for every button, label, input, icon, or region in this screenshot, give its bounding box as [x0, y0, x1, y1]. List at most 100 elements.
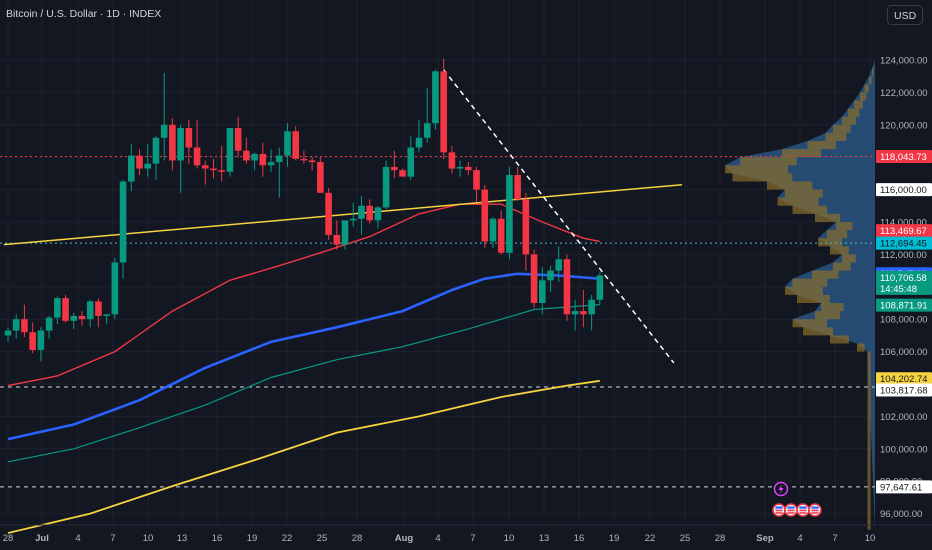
flag-event-icon[interactable] — [784, 503, 798, 517]
time-tick-label: 13 — [539, 533, 550, 544]
candle[interactable] — [300, 150, 308, 164]
candle[interactable] — [267, 149, 275, 172]
candle[interactable] — [440, 58, 447, 159]
candle[interactable] — [201, 160, 209, 185]
lightning-event-icon[interactable] — [773, 481, 789, 497]
candle[interactable] — [456, 160, 464, 177]
candle[interactable] — [391, 150, 398, 179]
volume-profile-bin — [833, 262, 851, 271]
candle-body — [193, 147, 201, 166]
candle-body — [226, 128, 234, 172]
candle[interactable] — [185, 119, 193, 164]
candle[interactable] — [325, 187, 332, 240]
candle[interactable] — [530, 249, 538, 308]
candle[interactable] — [70, 312, 78, 329]
candle[interactable] — [78, 311, 86, 326]
time-tick-label: 16 — [574, 533, 585, 544]
time-tick-label: Aug — [395, 533, 414, 544]
candle[interactable] — [571, 299, 579, 331]
candle[interactable] — [366, 199, 373, 224]
candle[interactable] — [555, 246, 563, 282]
candle[interactable] — [136, 149, 143, 176]
candle[interactable] — [95, 298, 102, 328]
candle[interactable] — [415, 119, 423, 153]
flag-icon-blue — [799, 506, 807, 509]
candle[interactable] — [226, 128, 234, 177]
time-axis[interactable]: 28 Jul 4 7 10 13 16 19 22 25 28 Aug 4 7 10 13 16 19 22 25 28… — [0, 524, 932, 544]
white-dashed-trendline[interactable] — [443, 69, 675, 364]
candle[interactable] — [119, 179, 127, 279]
candle[interactable] — [275, 147, 283, 198]
flag-event-icon[interactable] — [772, 503, 786, 517]
candle[interactable] — [29, 322, 36, 354]
flag-icon-red — [787, 509, 795, 512]
candle[interactable] — [62, 294, 69, 323]
flag-event-icon[interactable] — [808, 503, 822, 517]
candle[interactable] — [399, 168, 406, 177]
candle[interactable] — [596, 272, 604, 305]
candles[interactable] — [4, 58, 604, 362]
candle[interactable] — [489, 217, 497, 248]
candle[interactable] — [251, 152, 258, 171]
candle[interactable] — [481, 184, 489, 248]
candle[interactable] — [539, 267, 546, 315]
candle[interactable] — [374, 205, 382, 229]
candle[interactable] — [21, 304, 28, 338]
yellow-trendline[interactable] — [3, 183, 683, 246]
candle[interactable] — [160, 72, 168, 161]
volume-profile-bin — [872, 68, 874, 77]
event-icons[interactable] — [772, 481, 822, 517]
candle[interactable] — [111, 257, 119, 320]
trendlines[interactable] — [3, 69, 683, 364]
candle[interactable] — [86, 299, 94, 328]
candle[interactable] — [12, 314, 20, 339]
candle[interactable] — [514, 166, 521, 201]
candle[interactable] — [580, 290, 587, 328]
candle[interactable] — [588, 294, 595, 331]
currency-button[interactable]: USD — [887, 5, 923, 25]
candle[interactable] — [259, 142, 267, 177]
volume-profile-bin — [836, 222, 853, 231]
candle[interactable] — [349, 202, 357, 227]
candle[interactable] — [45, 315, 53, 339]
candle[interactable] — [358, 196, 365, 235]
candle[interactable] — [152, 136, 160, 180]
candle[interactable] — [210, 158, 217, 179]
candle[interactable] — [234, 116, 242, 158]
flag-event-icon[interactable] — [796, 503, 810, 517]
candle-body — [144, 163, 152, 169]
candle[interactable] — [563, 254, 571, 321]
candle[interactable] — [284, 123, 291, 167]
candle[interactable] — [317, 157, 324, 193]
candle[interactable] — [382, 160, 390, 210]
candle[interactable] — [506, 166, 513, 260]
candle[interactable] — [128, 144, 135, 192]
candle[interactable] — [169, 118, 176, 171]
candle[interactable] — [243, 137, 250, 164]
candle[interactable] — [448, 145, 456, 174]
candle[interactable] — [37, 327, 45, 362]
price-axis[interactable]: 124,000.00122,000.00120,000.00118,000.00… — [876, 0, 932, 525]
candle[interactable] — [407, 136, 415, 180]
candle[interactable] — [54, 296, 61, 325]
candle[interactable] — [341, 220, 349, 250]
price-label-background — [876, 372, 932, 386]
candle[interactable] — [547, 265, 554, 292]
candle[interactable] — [497, 210, 505, 255]
candle[interactable] — [333, 220, 341, 250]
candle[interactable] — [473, 166, 480, 203]
candle[interactable] — [4, 327, 12, 342]
candle[interactable] — [193, 119, 201, 169]
candle[interactable] — [292, 126, 299, 161]
candle[interactable] — [522, 192, 530, 271]
candle[interactable] — [432, 69, 439, 130]
candle[interactable] — [177, 124, 184, 193]
candle[interactable] — [144, 144, 152, 177]
candle[interactable] — [423, 87, 431, 143]
candle[interactable] — [465, 162, 472, 176]
candle[interactable] — [103, 314, 110, 325]
candle[interactable] — [308, 157, 316, 171]
volume-profile-bin — [854, 100, 863, 109]
candle[interactable] — [218, 145, 226, 182]
